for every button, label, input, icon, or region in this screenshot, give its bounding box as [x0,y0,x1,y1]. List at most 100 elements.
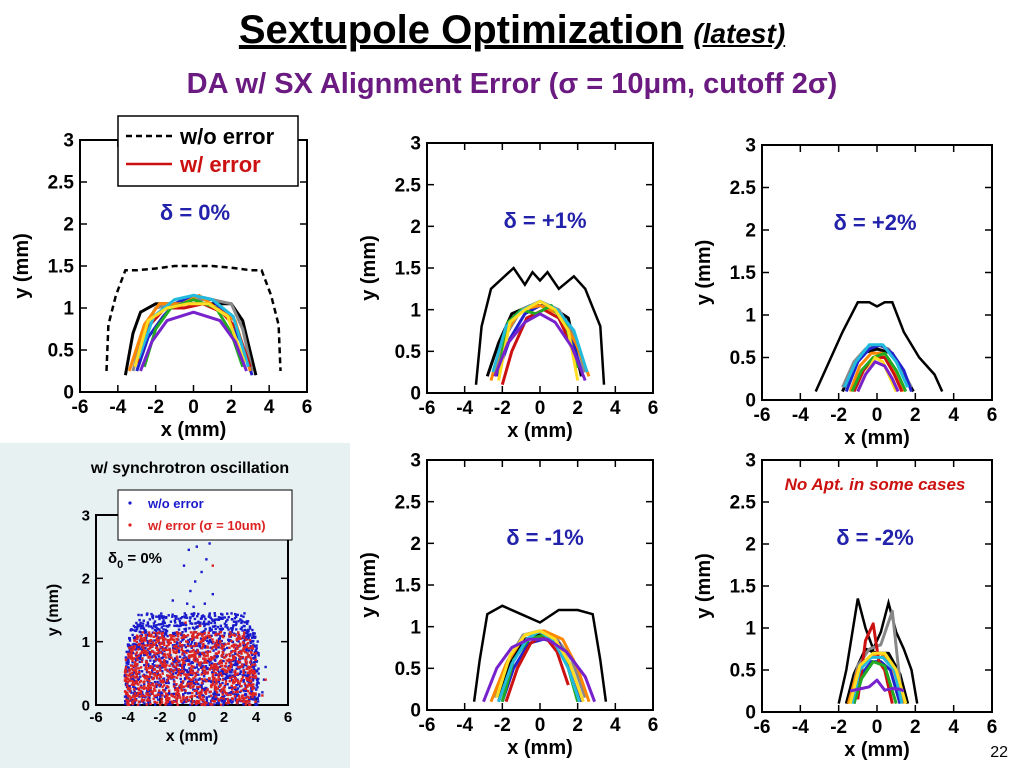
scatter-point [245,662,248,666]
scatter-point [143,702,146,705]
scatter-point [166,639,170,642]
y-tick-label: 3 [410,134,421,155]
scatter-point [215,696,218,700]
scatter-point [245,634,249,638]
scatter-point [210,618,214,621]
scatter-point [125,698,128,701]
scatter-point [156,658,159,661]
scatter-point [158,650,161,654]
y-tick-label: 0.5 [395,659,422,680]
scatter-point [204,623,207,626]
scatter-point [231,700,234,703]
scatter-point [181,621,184,625]
scatter-point [142,646,145,650]
scatter-point [147,687,150,690]
scatter-point [206,622,209,625]
scatter-point [176,645,179,648]
scatter-point [204,691,208,694]
scatter-point [227,628,230,631]
scatter-point [129,649,133,652]
scatter-point [226,676,229,680]
scatter-point [194,636,197,639]
scatter-point [154,656,158,659]
scatter-point [133,692,137,695]
scatter-point [175,676,179,679]
scatter-point [180,682,183,686]
scatter-point [235,701,239,705]
scatter-point [189,669,192,672]
scatter-point [222,697,225,700]
scatter-point [212,677,215,680]
scatter-point [137,687,140,690]
scatter-point [185,677,189,680]
reference-curve-without-error [474,266,606,385]
scatter-point [219,640,222,644]
x-tick-label: 6 [302,397,313,418]
x-tick-label: 2 [572,398,583,419]
scatter-point [196,695,199,699]
scatter-point [179,699,183,702]
scatter-point [131,668,134,672]
scatter-point [227,642,230,645]
scatter-point [221,617,224,621]
scatter-point [143,685,146,688]
scatter-point [176,691,179,694]
scatter-point [130,655,133,659]
scatter-point [242,678,245,682]
scatter-point [232,663,235,667]
y-tick-label: 1.5 [48,257,75,278]
scatter-point [243,621,247,624]
scatter-point [189,671,192,675]
scatter-point [217,678,221,682]
scatter-point [244,631,248,634]
scatter-point [158,631,161,634]
scatter-point [132,657,136,660]
scatter-point [140,650,144,653]
scatter-point [214,659,217,662]
scatter-point [146,644,149,647]
scatter-point [136,676,139,679]
scatter-point [251,628,254,632]
scatter-point [210,658,213,661]
scatter-point [183,698,186,702]
scatter-point [198,644,201,648]
scatter-point [149,644,153,647]
scatter-point [159,675,163,678]
scatter-point [131,681,135,684]
scatter-point [200,617,203,620]
chart-synchrotron-svg: w/ synchrotron oscillation -6 -4 -2 0 2 4 6012… [45,460,293,745]
x-tick-label: -2 [153,709,166,726]
scatter-point [150,635,153,638]
scatter-point [198,694,201,698]
y-tick-label: 0 [745,391,756,412]
scatter-point [162,647,165,651]
scatter-point [210,662,214,665]
scatter-point [160,626,164,629]
scatter-point [241,655,244,659]
scatter-point [144,686,148,690]
scatter-point [165,696,168,699]
scatter-point [138,660,141,664]
scatter-point [237,631,240,635]
scatter-point [190,634,194,638]
scatter-point [135,680,139,684]
scatter-point [171,599,174,602]
scatter-point [249,640,252,643]
scatter-point [189,695,192,699]
scatter-point [149,659,152,662]
scatter-point [194,652,198,655]
scatter-point [194,626,198,629]
scatter-point [236,653,239,656]
scatter-point [158,677,161,680]
scatter-point [241,620,244,623]
y-tick-label: 1 [82,634,90,651]
scatter-point [151,669,154,673]
scatter-point [162,628,165,631]
scatter-point [244,671,247,674]
scatter-point [191,695,194,698]
scatter-point [208,679,211,683]
scatter-point [156,669,159,673]
scatter-point [242,669,245,672]
scatter-point [146,675,149,679]
scatter-point [148,656,152,659]
